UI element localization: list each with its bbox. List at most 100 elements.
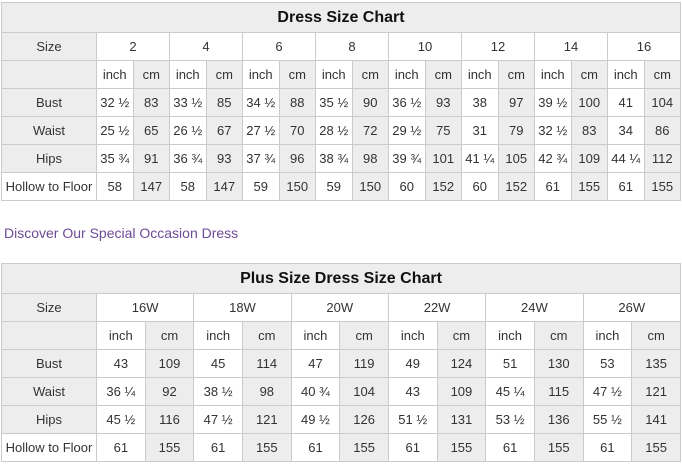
cm-unit-cell: cm: [533, 321, 584, 350]
cm-value-cell: 79: [497, 116, 535, 145]
measurement-row: Hips 45 ½ 116 47 ½ 121 49 ½ 126 51 ½ 131 53 ½ 136 5…: [1, 405, 681, 434]
cm-value-cell: 147: [132, 172, 170, 201]
cm-unit-cell: cm: [351, 60, 389, 89]
size-value-cell: 18W: [193, 293, 292, 322]
size-value-cell: 2: [96, 32, 170, 61]
cm-value-cell: 97: [497, 88, 535, 117]
inch-value-cell: 61: [193, 433, 243, 462]
inch-value-cell: 49: [387, 349, 438, 378]
size-value-cell: 24W: [485, 293, 584, 322]
inch-value-cell: 59: [242, 172, 280, 201]
cm-unit-cell: cm: [643, 60, 681, 89]
cm-value-cell: 100: [570, 88, 608, 117]
cm-value-cell: 155: [533, 433, 584, 462]
cm-value-cell: 155: [436, 433, 487, 462]
special-occasion-dress-link[interactable]: Discover Our Special Occasion Dress: [4, 225, 239, 241]
cm-value-cell: 131: [436, 405, 487, 434]
cm-value-cell: 150: [351, 172, 389, 201]
plus-size-dress-chart-section: Plus Size Dress Size Chart Size 16W 18W 20W 2…: [0, 263, 682, 462]
measurement-label-cell: Bust: [1, 88, 97, 117]
cm-value-cell: 70: [278, 116, 316, 145]
inch-value-cell: 31: [461, 116, 499, 145]
inch-value-cell: 34: [607, 116, 645, 145]
inch-value-cell: 42 ¾: [534, 144, 572, 173]
cm-value-cell: 147: [205, 172, 243, 201]
measurement-label-cell: Hollow to Floor: [1, 433, 97, 462]
inch-value-cell: 41 ¼: [461, 144, 499, 173]
inch-value-cell: 47 ½: [582, 377, 633, 406]
inch-value-cell: 61: [290, 433, 341, 462]
cm-value-cell: 98: [241, 377, 292, 406]
cm-value-cell: 150: [278, 172, 316, 201]
cm-unit-cell: cm: [424, 60, 462, 89]
inch-value-cell: 61: [387, 433, 438, 462]
inch-value-cell: 43: [96, 349, 146, 378]
cm-value-cell: 65: [132, 116, 170, 145]
cm-value-cell: 105: [497, 144, 535, 173]
inch-value-cell: 61: [96, 433, 146, 462]
size-value-cell: 20W: [290, 293, 389, 322]
measurement-label-cell: Bust: [1, 349, 97, 378]
size-value-cell: 26W: [582, 293, 682, 322]
inch-value-cell: 53 ½: [485, 405, 535, 434]
inch-value-cell: 41: [607, 88, 645, 117]
inch-value-cell: 60: [388, 172, 426, 201]
inch-unit-cell: inch: [485, 321, 535, 350]
inch-value-cell: 61: [607, 172, 645, 201]
cm-unit-cell: cm: [631, 321, 681, 350]
cm-unit-cell: cm: [132, 60, 170, 89]
inch-value-cell: 49 ½: [290, 405, 341, 434]
measurement-row: Waist 36 ¼ 92 38 ½ 98 40 ¾ 104 43 109 45 ¼ 115 47 ½…: [1, 377, 681, 406]
table-title: Plus Size Dress Size Chart: [1, 263, 681, 294]
cm-value-cell: 119: [339, 349, 389, 378]
inch-unit-cell: inch: [534, 60, 572, 89]
inch-value-cell: 38 ½: [193, 377, 243, 406]
inch-value-cell: 51 ½: [387, 405, 438, 434]
inch-value-cell: 32 ½: [96, 88, 134, 117]
measurement-label-cell: Hollow to Floor: [1, 172, 97, 201]
inch-value-cell: 58: [96, 172, 134, 201]
inch-value-cell: 37 ¾: [242, 144, 280, 173]
cm-unit-cell: cm: [436, 321, 487, 350]
cm-unit-cell: cm: [497, 60, 535, 89]
cm-value-cell: 104: [643, 88, 681, 117]
cm-value-cell: 96: [278, 144, 316, 173]
inch-value-cell: 45: [193, 349, 243, 378]
inch-value-cell: 60: [461, 172, 499, 201]
inch-value-cell: 26 ½: [169, 116, 207, 145]
cm-value-cell: 121: [241, 405, 292, 434]
cm-value-cell: 114: [241, 349, 292, 378]
cm-value-cell: 130: [533, 349, 584, 378]
size-header-row: Size 2 4 6 8 10 12 14 16: [1, 32, 681, 61]
inch-value-cell: 43: [387, 377, 438, 406]
cm-value-cell: 109: [144, 349, 195, 378]
measurement-row: Hollow to Floor 58 147 58 147 59 150 59 150 60 152…: [1, 172, 681, 201]
size-label-cell: Size: [1, 293, 97, 322]
size-value-cell: 6: [242, 32, 316, 61]
cm-value-cell: 155: [570, 172, 608, 201]
cm-unit-cell: cm: [570, 60, 608, 89]
cm-value-cell: 152: [424, 172, 462, 201]
measurement-row: Hollow to Floor 61 155 61 155 61 155 61 155 61 155…: [1, 433, 681, 462]
cm-value-cell: 112: [643, 144, 681, 173]
size-header-row: Size 16W 18W 20W 22W 24W 26W: [1, 293, 682, 322]
cm-value-cell: 135: [631, 349, 681, 378]
cm-value-cell: 72: [351, 116, 389, 145]
cm-value-cell: 109: [570, 144, 608, 173]
size-value-cell: 4: [169, 32, 243, 61]
cm-value-cell: 93: [205, 144, 243, 173]
inch-value-cell: 34 ½: [242, 88, 280, 117]
cm-value-cell: 155: [339, 433, 389, 462]
inch-value-cell: 61: [485, 433, 535, 462]
inch-value-cell: 45 ½: [96, 405, 146, 434]
inch-value-cell: 29 ½: [388, 116, 426, 145]
cm-value-cell: 126: [339, 405, 389, 434]
cm-value-cell: 98: [351, 144, 389, 173]
inch-value-cell: 61: [582, 433, 633, 462]
measurement-row: Bust 32 ½ 83 33 ½ 85 34 ½ 88 35 ½ 90 36 ½ 93 38 97 39…: [1, 88, 681, 117]
cm-value-cell: 121: [631, 377, 681, 406]
cm-value-cell: 104: [339, 377, 389, 406]
size-value-cell: 8: [315, 32, 389, 61]
